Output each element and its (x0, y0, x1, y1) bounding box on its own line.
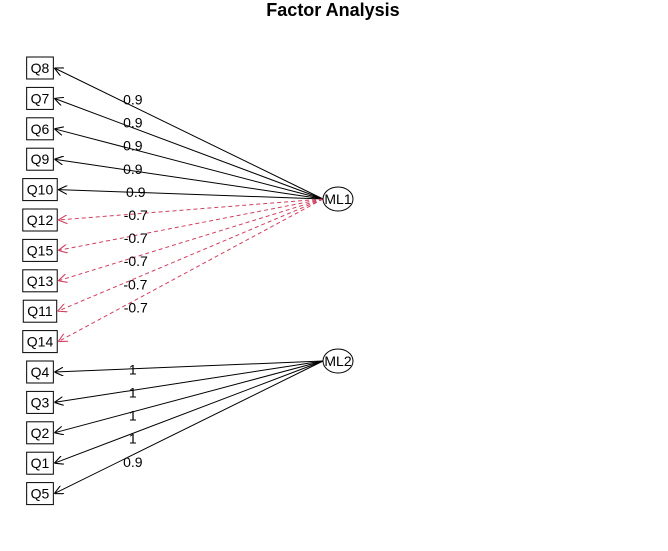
loading-edge-ml2-q4 (54, 360, 324, 372)
factor-node-ml1: ML1 (322, 186, 354, 212)
loading-label-q6: 0.9 (123, 138, 143, 154)
loading-edge-ml1-q14 (58, 198, 324, 342)
item-label: Q6 (31, 121, 50, 137)
loading-label-q7: 0.9 (123, 115, 143, 131)
item-label: Q3 (31, 394, 50, 410)
item-node-q9: Q9 (26, 147, 54, 171)
factor-node-ml2: ML2 (322, 348, 354, 374)
item-label: Q7 (31, 90, 50, 106)
item-box (26, 451, 54, 475)
loading-label-q11: -0.7 (123, 276, 147, 292)
item-label: Q14 (27, 334, 54, 350)
loading-label-q12: -0.7 (124, 207, 148, 223)
loading-edge-ml2-q1 (54, 360, 324, 463)
loading-edge-ml1-q10 (58, 190, 324, 200)
item-box (22, 330, 58, 354)
loading-edge-ml1-q9 (54, 159, 324, 200)
item-node-q11: Q11 (22, 299, 58, 323)
edges-layer (54, 68, 324, 494)
item-node-q7: Q7 (26, 86, 54, 110)
factor-label: ML1 (324, 191, 351, 207)
diagram-title: Factor Analysis (266, 0, 399, 20)
item-box (26, 147, 54, 171)
item-label: Q1 (31, 455, 50, 471)
item-box (26, 390, 54, 414)
item-node-q5: Q5 (26, 482, 54, 506)
loading-edge-ml1-q6 (54, 129, 324, 200)
item-box (26, 360, 54, 384)
loading-label-q3: 1 (129, 384, 137, 400)
factors-layer: ML1 ML2 (322, 186, 354, 374)
item-node-q14: Q14 (22, 330, 58, 354)
item-box (26, 56, 54, 80)
factor-ellipse (322, 186, 354, 212)
loading-labels-layer: 0.9 0.9 0.9 0.9 0.9 -0.7 -0.7 -0.7 -0.7 -0.7 1 1 1 1 0… (123, 91, 148, 469)
item-label: Q11 (27, 303, 53, 319)
item-node-q4: Q4 (26, 360, 54, 384)
item-box (26, 86, 54, 110)
items-layer: Q8 Q7 Q6 Q9 Q10 Q12 Q15 Q13 Q11 Q14 Q4 Q3 Q2 Q1 Q5 (22, 56, 58, 506)
loading-edge-ml1-q11 (58, 198, 324, 311)
loading-edge-ml1-q7 (54, 98, 324, 200)
item-label: Q5 (31, 486, 50, 502)
loading-edge-ml1-q12 (58, 198, 324, 220)
item-box (22, 238, 58, 262)
loading-label-q4: 1 (129, 361, 137, 377)
factor-ellipse (322, 348, 354, 374)
item-box (26, 117, 54, 141)
item-box (22, 208, 58, 232)
item-box (26, 482, 54, 506)
loading-label-q1: 1 (129, 431, 137, 447)
loading-edge-ml1-q8 (54, 68, 324, 200)
loading-label-q10: 0.9 (126, 184, 146, 200)
item-label: Q12 (27, 212, 54, 228)
item-box (22, 299, 58, 323)
loading-edge-ml2-q3 (54, 360, 324, 402)
item-node-q15: Q15 (22, 238, 58, 262)
item-box (22, 269, 58, 293)
loading-label-q14: -0.7 (124, 299, 148, 315)
item-label: Q4 (31, 364, 50, 380)
item-node-q3: Q3 (26, 390, 54, 414)
loading-edge-ml1-q13 (58, 198, 324, 281)
loading-label-q8: 0.9 (123, 91, 143, 107)
item-label: Q15 (27, 242, 54, 258)
item-node-q10: Q10 (22, 178, 58, 202)
item-label: Q13 (27, 273, 54, 289)
factor-label: ML2 (324, 353, 351, 369)
loading-label-q15: -0.7 (124, 230, 148, 246)
item-node-q12: Q12 (22, 208, 58, 232)
loading-edge-ml2-q2 (54, 360, 324, 433)
item-label: Q8 (31, 60, 50, 76)
item-box (22, 178, 58, 202)
item-node-q1: Q1 (26, 451, 54, 475)
loading-label-q9: 0.9 (123, 161, 143, 177)
item-box (26, 421, 54, 445)
loading-edge-ml2-q5 (54, 360, 324, 494)
item-label: Q2 (31, 425, 50, 441)
item-node-q2: Q2 (26, 421, 54, 445)
loading-edge-ml1-q15 (58, 198, 324, 250)
loading-label-q5: 0.9 (123, 454, 143, 470)
item-label: Q9 (31, 151, 50, 167)
item-node-q13: Q13 (22, 269, 58, 293)
loading-label-q2: 1 (129, 408, 137, 424)
item-node-q8: Q8 (26, 56, 54, 80)
item-node-q6: Q6 (26, 117, 54, 141)
item-label: Q10 (27, 182, 54, 198)
loading-label-q13: -0.7 (124, 253, 148, 269)
